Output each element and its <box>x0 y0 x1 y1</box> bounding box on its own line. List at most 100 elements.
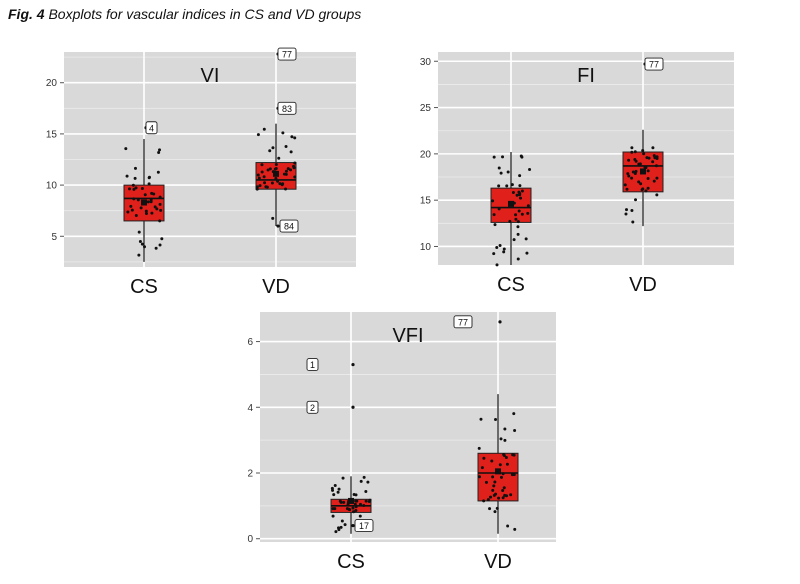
data-point <box>502 454 506 458</box>
data-point <box>639 182 643 186</box>
data-point <box>519 154 523 158</box>
data-point <box>336 490 340 494</box>
data-point <box>492 484 496 488</box>
data-point <box>646 177 650 181</box>
data-point <box>150 191 154 195</box>
data-point <box>155 207 159 211</box>
data-point <box>274 176 278 180</box>
data-point <box>634 198 638 202</box>
data-point <box>271 146 275 150</box>
data-point <box>519 196 523 200</box>
plot-background <box>438 52 734 265</box>
data-point <box>334 530 338 534</box>
data-point <box>525 251 529 255</box>
data-point <box>156 170 160 174</box>
data-point <box>516 225 520 229</box>
outlier-point <box>276 224 280 228</box>
data-point <box>150 211 154 215</box>
data-point <box>147 175 151 179</box>
data-point <box>528 168 532 172</box>
outlier-label-box <box>453 315 473 329</box>
data-point <box>136 198 140 202</box>
outlier-point <box>351 405 355 409</box>
data-point <box>160 237 164 241</box>
data-point <box>493 480 497 484</box>
chart-panel-vfi: 0 2 4 6 VFI CS VD 1 2 17 77 <box>247 312 556 573</box>
data-point <box>153 205 157 209</box>
data-point <box>127 187 131 191</box>
outlier-label-box <box>279 219 299 233</box>
data-point <box>158 243 162 247</box>
data-point <box>140 242 144 246</box>
data-point <box>354 499 358 503</box>
data-point <box>271 216 275 220</box>
data-point <box>497 166 501 170</box>
data-point <box>490 459 494 463</box>
data-point <box>489 495 493 499</box>
data-point <box>498 243 502 247</box>
outlier-label-box <box>277 47 297 61</box>
data-point <box>289 168 293 172</box>
data-point <box>494 417 498 421</box>
category-label: VD <box>484 551 512 573</box>
category-label: VD <box>629 274 657 296</box>
y-tick-label: 15 <box>46 129 58 140</box>
data-point <box>482 456 486 460</box>
plot-background <box>260 312 556 542</box>
panel-title: VI <box>201 65 220 87</box>
data-point <box>626 172 630 176</box>
caption-text: Boxplots for vascular indices in CS and … <box>48 6 362 22</box>
data-point <box>508 219 512 223</box>
data-point <box>133 166 137 170</box>
data-point <box>158 195 162 199</box>
data-point <box>134 213 138 217</box>
panel-title: FI <box>577 65 595 87</box>
data-point <box>366 480 370 484</box>
data-point <box>332 493 336 497</box>
data-point <box>520 189 524 193</box>
data-point <box>491 199 495 203</box>
data-point <box>289 150 293 154</box>
data-point <box>646 169 650 173</box>
data-point <box>154 246 158 250</box>
data-point <box>642 152 646 156</box>
y-tick-label: 25 <box>420 103 432 114</box>
data-point <box>149 200 153 204</box>
data-point <box>263 181 267 185</box>
data-point <box>348 508 352 512</box>
data-point <box>256 173 260 177</box>
data-point <box>147 182 151 186</box>
data-point <box>655 193 659 197</box>
data-point <box>625 187 629 191</box>
data-point <box>338 499 342 503</box>
category-label: VD <box>262 276 290 298</box>
data-point <box>293 136 297 140</box>
data-point <box>623 183 627 187</box>
data-point <box>513 527 517 531</box>
data-point <box>493 223 497 227</box>
data-point <box>486 498 490 502</box>
data-point <box>502 247 506 251</box>
category-label: CS <box>337 551 365 573</box>
data-point <box>144 211 148 215</box>
data-point <box>480 466 484 470</box>
data-point <box>495 263 499 267</box>
data-point <box>146 200 150 204</box>
data-point <box>512 412 516 416</box>
data-point <box>277 156 281 160</box>
data-point <box>140 186 144 190</box>
data-point <box>354 509 358 513</box>
data-point <box>133 176 137 180</box>
data-point <box>337 487 341 491</box>
data-point <box>499 171 503 175</box>
data-point <box>630 176 634 180</box>
outlier-label-box <box>354 519 374 533</box>
data-point <box>502 486 506 490</box>
data-point <box>517 209 521 213</box>
chart-panel-fi: 10 15 20 25 30 FI CS VD 77 <box>420 52 734 296</box>
outlier-label: 77 <box>649 60 659 70</box>
data-point <box>651 160 655 164</box>
data-point <box>515 193 519 197</box>
outlier-label: 4 <box>149 123 154 133</box>
